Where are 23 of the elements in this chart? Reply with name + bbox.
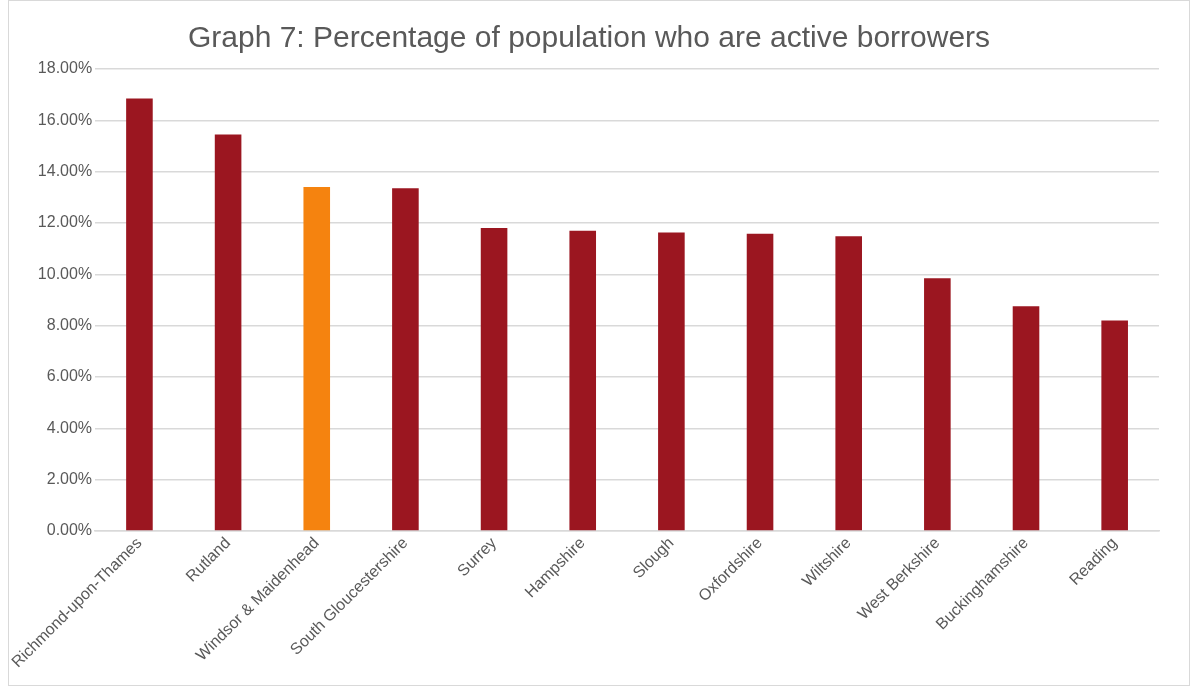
y-tick-label: 10.00% bbox=[37, 264, 93, 282]
bar bbox=[924, 278, 951, 531]
y-tick-label: 12.00% bbox=[37, 213, 93, 231]
bar bbox=[746, 233, 774, 531]
y-tick-label: 4.00% bbox=[46, 418, 93, 436]
y-tick-label: 8.00% bbox=[46, 316, 93, 334]
bar bbox=[480, 228, 508, 531]
bar bbox=[835, 236, 862, 531]
bar bbox=[569, 230, 597, 531]
bar bbox=[392, 188, 419, 531]
y-tick-label: 16.00% bbox=[37, 110, 93, 128]
bar bbox=[214, 134, 242, 531]
y-tick-label: 2.00% bbox=[46, 470, 93, 487]
bar bbox=[1012, 306, 1040, 531]
bar bbox=[126, 98, 153, 531]
y-tick-label: 14.00% bbox=[37, 162, 93, 180]
y-tick-label: 18.00% bbox=[37, 59, 93, 77]
chart-title: Graph 7: Percentage of population who are active borrowers bbox=[187, 20, 991, 54]
bar bbox=[303, 187, 331, 531]
bar bbox=[1101, 320, 1128, 531]
y-tick-label: 6.00% bbox=[46, 367, 93, 385]
bar bbox=[658, 232, 685, 531]
y-tick-label: 0.00% bbox=[46, 521, 93, 539]
